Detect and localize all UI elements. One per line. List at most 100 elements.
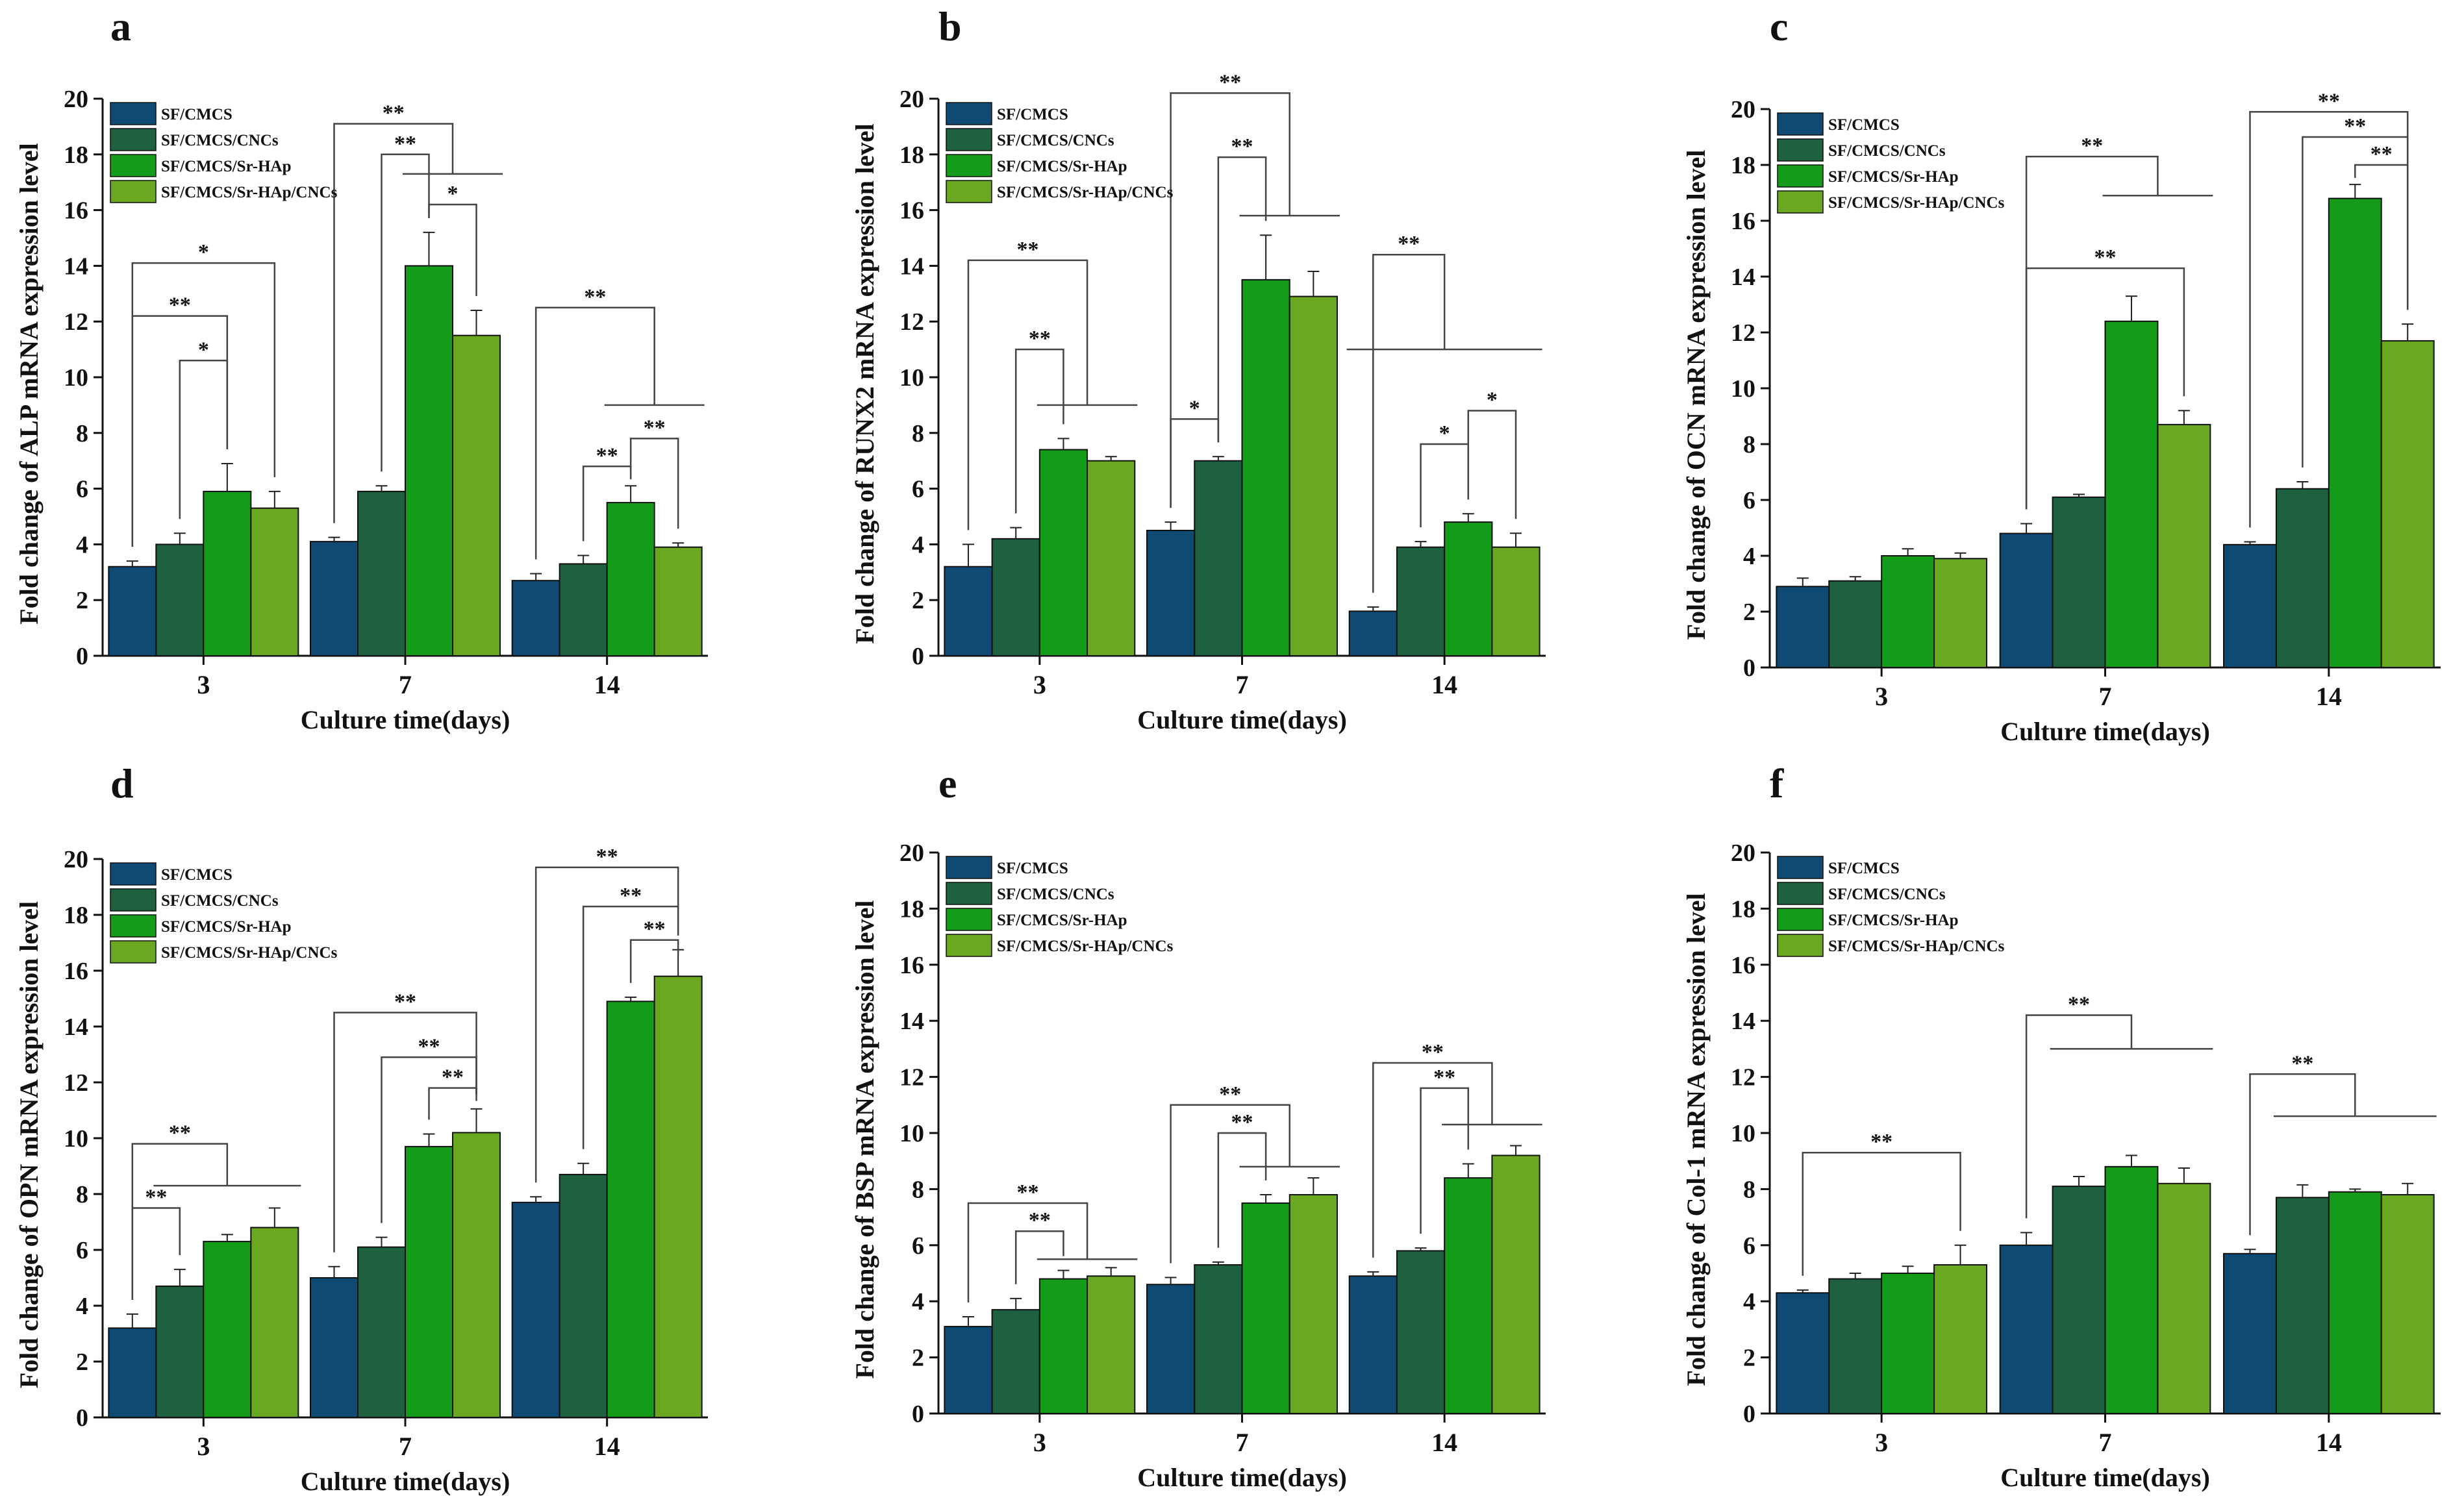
y-tick-label: 8: [1743, 431, 1755, 458]
bar: [1241, 1202, 1290, 1414]
bar: [1241, 279, 1290, 657]
panel-letter: d: [110, 760, 134, 806]
legend-swatch: [110, 940, 157, 964]
bar: [452, 1132, 501, 1419]
bar: [1881, 1273, 1935, 1414]
legend-label: SF/CMCS: [1828, 116, 1900, 134]
y-tick-label: 2: [912, 587, 924, 614]
significance-bracket: [1372, 1062, 1493, 1258]
bar: [250, 1227, 299, 1418]
legend-swatch: [110, 888, 157, 912]
bar: [1828, 580, 1883, 669]
bar: [2275, 488, 2330, 668]
x-tick-label: 3: [1875, 682, 1888, 711]
bar: [155, 1285, 205, 1419]
significance-label: *: [1487, 388, 1498, 412]
legend-label: SF/CMCS/Sr-HAp/CNCs: [997, 184, 1174, 201]
significance-label: **: [596, 443, 618, 467]
x-tick-label: 7: [2099, 1428, 2112, 1457]
legend-label: SF/CMCS/Sr-HAp: [1828, 168, 1958, 186]
y-axis-title: Fold change of Col-1 mRNA expression lev…: [1681, 893, 1711, 1386]
bar: [1828, 1278, 1883, 1415]
x-tick-label: 14: [594, 1432, 620, 1461]
legend-swatch: [1777, 882, 1824, 905]
legend-swatch: [1777, 190, 1824, 214]
significance-bracket: [1217, 1132, 1267, 1248]
significance-bracket: [1170, 1104, 1290, 1264]
significance-label: *: [198, 338, 209, 362]
bar: [1289, 295, 1338, 656]
bar: [1146, 529, 1196, 657]
y-tick-label: 0: [76, 1404, 88, 1432]
significance-label: *: [447, 182, 459, 206]
x-axis-title: Culture time(days): [301, 1467, 510, 1496]
panel-d: d 0 2 4 6 8 10 12 14 16 18 20 3 7 14 Culture time(days)…: [14, 760, 708, 1496]
bar: [108, 566, 157, 656]
significance-bracket: [333, 123, 454, 523]
bar: [606, 1001, 655, 1419]
y-tick-label: 4: [76, 531, 88, 558]
y-tick-label: 18: [64, 142, 88, 169]
x-tick-label: 14: [594, 670, 620, 699]
legend-swatch: [110, 862, 157, 886]
bar: [357, 490, 407, 657]
significance-bracket: [428, 1087, 477, 1120]
bar: [309, 541, 358, 656]
significance-label: **: [1029, 327, 1051, 351]
y-tick-label: 16: [64, 197, 88, 225]
significance-label: **: [169, 293, 191, 318]
significance-label: **: [2094, 245, 2117, 269]
bar: [1396, 546, 1446, 656]
significance-label: **: [2318, 89, 2340, 113]
y-tick-label: 0: [912, 1401, 924, 1428]
y-tick-label: 0: [912, 643, 924, 670]
y-tick-label: 14: [899, 1008, 924, 1035]
significance-bracket: [534, 306, 655, 560]
y-tick-label: 20: [1731, 96, 1755, 123]
significance-label: **: [1870, 1130, 1892, 1154]
legend-swatch: [946, 154, 992, 177]
x-axis-title: Culture time(days): [2000, 1463, 2210, 1492]
legend-swatch: [1777, 164, 1824, 188]
significance-label: **: [644, 917, 666, 941]
legend-label: SF/CMCS: [161, 106, 233, 123]
legend-swatch: [946, 180, 992, 203]
y-tick-label: 8: [76, 420, 88, 447]
bar: [944, 566, 993, 656]
bar: [1444, 521, 1493, 657]
significance-label: **: [2081, 134, 2103, 158]
significance-label: **: [644, 416, 666, 440]
bar: [1999, 1244, 2054, 1415]
significance-label: *: [1439, 421, 1450, 445]
significance-bracket: [1372, 253, 1446, 593]
bar: [991, 538, 1040, 656]
y-tick-label: 20: [1731, 840, 1755, 867]
bar: [2275, 1197, 2330, 1414]
panel-letter: f: [1770, 760, 1784, 806]
significance-label: **: [1231, 134, 1253, 158]
bar: [155, 543, 205, 657]
bar: [1491, 546, 1540, 656]
y-tick-label: 18: [1731, 895, 1755, 923]
significance-bracket: [1217, 156, 1267, 443]
bar: [1194, 460, 1243, 656]
legend-label: SF/CMCS/Sr-HAp/CNCs: [997, 938, 1174, 955]
bar: [2380, 1194, 2435, 1415]
y-tick-label: 10: [1731, 1120, 1755, 1147]
y-tick-label: 12: [1731, 1064, 1755, 1091]
panel-a: a 0 2 4 6 8 10 12 14 16 18 20 3 7 14 Culture time(days)…: [14, 3, 708, 734]
panel-b: b 0 2 4 6 8 10 12 14 16 18 20 3 7 14 Culture time(days)…: [850, 3, 1546, 734]
bar: [653, 975, 703, 1418]
y-tick-label: 18: [899, 142, 924, 169]
bar: [2104, 320, 2159, 668]
y-tick-label: 2: [1743, 1345, 1755, 1372]
significance-bracket: [629, 939, 679, 983]
significance-bracket: [1014, 348, 1064, 514]
bar: [2380, 340, 2435, 669]
legend-label: SF/CMCS/Sr-HAp: [1828, 912, 1958, 929]
significance-label: **: [1219, 1082, 1241, 1106]
y-tick-label: 6: [1743, 487, 1755, 514]
significance-bracket: [131, 1207, 181, 1300]
legend-label: SF/CMCS: [997, 106, 1068, 123]
x-axis-title: Culture time(days): [1137, 1463, 1347, 1492]
